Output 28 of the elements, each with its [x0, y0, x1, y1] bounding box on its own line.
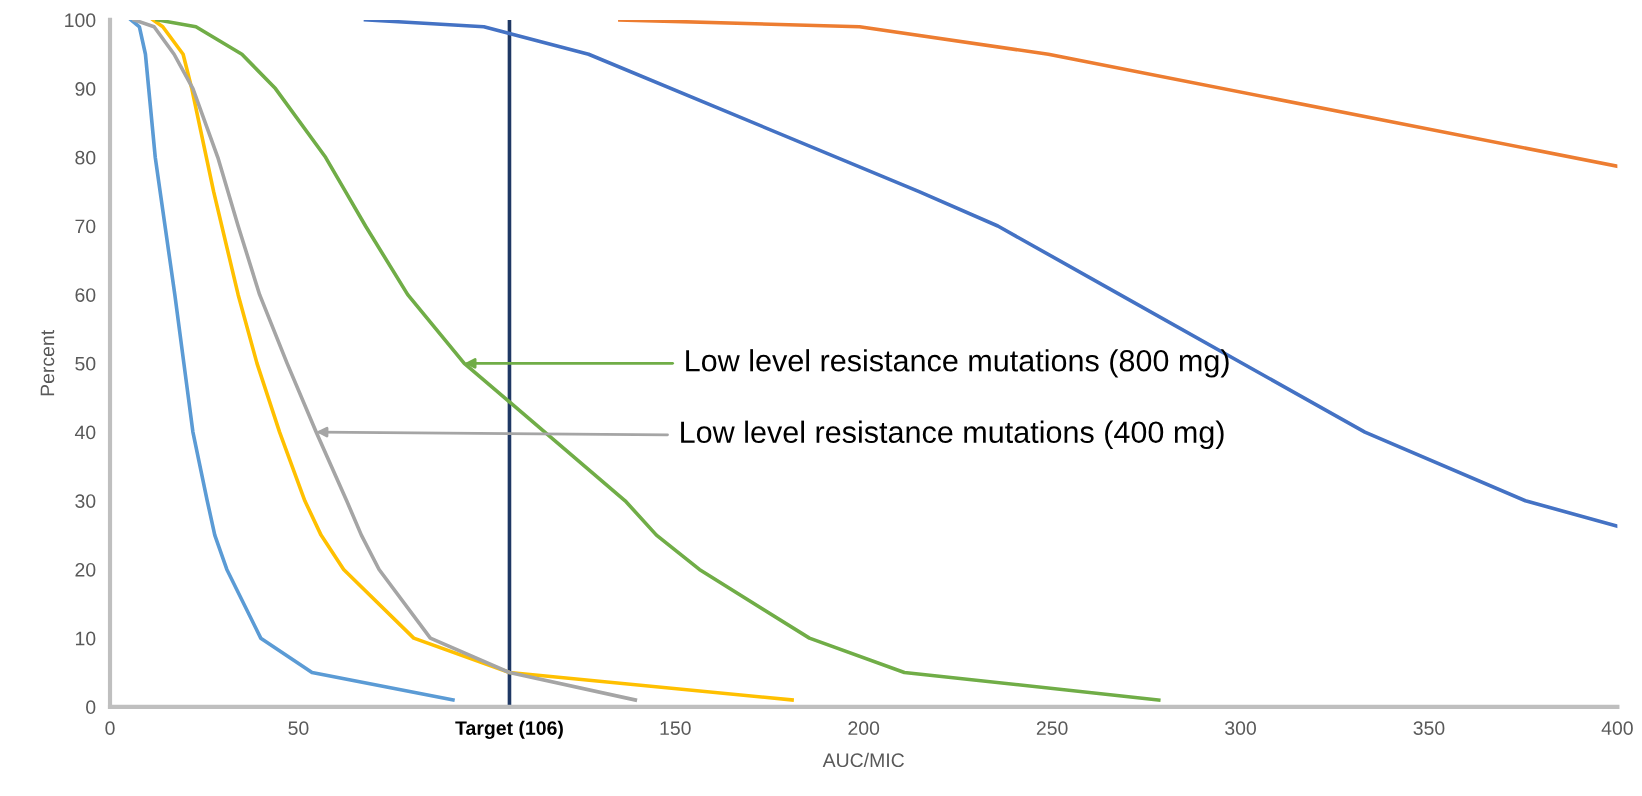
line-series — [618, 19, 1618, 169]
x-tick-label: 0 — [105, 721, 115, 736]
y-tick-label: 30 — [75, 494, 96, 508]
x-tick-label: 50 — [288, 721, 309, 736]
x-tick-label: 400 — [1601, 721, 1633, 736]
x-axis-title: AUC/MIC — [822, 752, 904, 768]
y-tick-label: 10 — [75, 631, 96, 646]
line-series — [129, 19, 455, 702]
y-tick-label: 20 — [75, 562, 96, 577]
y-tick-label: 50 — [75, 356, 96, 371]
y-tick-label: 100 — [65, 13, 96, 28]
annotation: Low level resistance mutations (400 mg) — [681, 420, 1224, 450]
annotation: Low level resistance mutations (800 mg) — [686, 349, 1229, 378]
x-tick-label: 350 — [1413, 721, 1445, 736]
y-tick-label: 90 — [75, 82, 96, 96]
x-tick-label: 300 — [1225, 721, 1256, 736]
x-tick-label: 250 — [1036, 721, 1068, 736]
y-tick-label: 80 — [75, 150, 96, 165]
x-tick-label: 150 — [660, 721, 691, 736]
line-series — [363, 19, 1618, 528]
y-tick-label: 60 — [75, 288, 96, 302]
x-tick-label: Target (106) — [455, 720, 563, 739]
y-tick-label: 0 — [86, 700, 96, 715]
y-tick-label: 40 — [74, 425, 96, 440]
x-tick-label: 200 — [848, 721, 880, 736]
y-tick-label: 70 — [75, 219, 96, 234]
line-series — [132, 19, 638, 702]
y-axis-title: Percent — [40, 330, 55, 396]
